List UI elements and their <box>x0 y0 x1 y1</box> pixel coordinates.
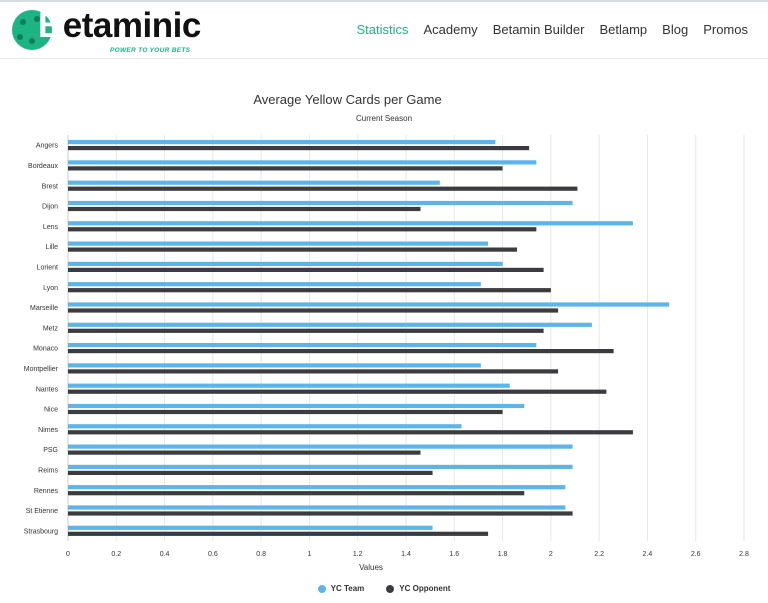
y-category-label: Lens <box>43 224 59 231</box>
bar-yc-opponent <box>68 146 530 151</box>
y-category-label: Nimes <box>38 427 58 434</box>
x-tick-label: 0 <box>66 551 70 558</box>
bar-yc-team <box>68 424 462 429</box>
bar-yc-opponent <box>68 247 518 252</box>
x-tick-label: 1.4 <box>401 551 411 558</box>
legend-swatch-yc-team <box>317 584 326 593</box>
y-category-label: Lyon <box>43 285 58 292</box>
x-tick-label: 0.8 <box>256 551 266 558</box>
bar-yc-team <box>68 505 566 510</box>
bar-yc-team <box>68 485 566 490</box>
nav-promos[interactable]: Promos <box>703 22 748 37</box>
legend-label-yc-team: YC Team <box>330 584 365 593</box>
x-tick-label: 2 <box>549 551 553 558</box>
bar-yc-opponent <box>68 470 433 475</box>
y-category-label: Reims <box>38 467 58 474</box>
bar-yc-team <box>68 444 573 449</box>
logo-wordmark: Betaminic <box>38 6 201 45</box>
bar-yc-team <box>68 383 510 388</box>
nav-blog[interactable]: Blog <box>662 22 689 37</box>
bar-yc-opponent <box>68 349 614 354</box>
x-tick-label: 0.2 <box>111 551 121 558</box>
site-header: Betaminic POWER TO YOUR BETS Statistics … <box>0 2 768 59</box>
bar-yc-opponent <box>68 531 489 536</box>
legend-swatch-yc-opponent <box>386 584 395 593</box>
x-tick-label: 2.6 <box>691 551 701 558</box>
y-category-label: Nice <box>44 407 58 414</box>
bar-yc-team <box>68 140 496 145</box>
logo-tagline: POWER TO YOUR BETS <box>110 47 191 54</box>
bar-yc-opponent <box>68 206 421 212</box>
y-category-label: St Etienne <box>26 508 58 515</box>
bar-yc-opponent <box>68 369 559 374</box>
bar-yc-team <box>68 282 481 287</box>
bar-yc-team <box>68 464 573 469</box>
x-axis-label: Values <box>359 563 383 572</box>
legend-label-yc-opponent: YC Opponent <box>399 584 451 593</box>
bar-yc-opponent <box>68 409 503 415</box>
bar-yc-team <box>68 343 537 348</box>
top-border <box>0 0 768 2</box>
y-category-label: Angers <box>36 143 59 150</box>
y-category-label: Montpellier <box>24 366 59 373</box>
bar-yc-opponent <box>68 511 573 516</box>
x-tick-label: 1.2 <box>353 551 363 558</box>
chart-subtitle: Current Season <box>355 114 413 123</box>
bar-yc-opponent <box>68 186 578 191</box>
y-category-label: PSG <box>43 447 58 454</box>
bar-yc-opponent <box>68 389 607 394</box>
bar-yc-team <box>68 363 481 368</box>
legend-item-yc-opponent[interactable]: YC Opponent <box>386 584 450 593</box>
bar-yc-opponent <box>68 328 544 333</box>
bar-yc-opponent <box>68 288 551 293</box>
bar-yc-opponent <box>68 166 503 171</box>
nav-academy[interactable]: Academy <box>423 22 478 37</box>
x-tick-label: 1 <box>307 551 311 558</box>
site-logo[interactable]: Betaminic POWER TO YOUR BETS <box>12 6 202 58</box>
x-tick-label: 2.2 <box>594 551 604 558</box>
nav-betlamp[interactable]: Betlamp <box>599 22 648 37</box>
bar-yc-team <box>68 302 670 307</box>
y-category-label: Bordeaux <box>28 163 58 170</box>
bar-yc-team <box>68 221 633 226</box>
main-nav: Statistics Academy Betamin Builder Betla… <box>356 22 748 37</box>
y-category-label: Metz <box>43 325 59 332</box>
bar-yc-opponent <box>68 430 633 435</box>
bar-yc-opponent <box>68 491 525 496</box>
y-category-label: Brest <box>42 183 58 190</box>
bar-yc-team <box>68 322 592 327</box>
x-tick-label: 2.4 <box>643 551 653 558</box>
nav-statistics[interactable]: Statistics <box>356 22 409 37</box>
x-tick-label: 0.4 <box>160 551 170 558</box>
bar-yc-opponent <box>68 267 544 272</box>
bar-yc-team <box>68 261 503 266</box>
bar-yc-opponent <box>68 308 559 313</box>
y-category-label: Dijon <box>42 204 58 211</box>
nav-betamin-builder[interactable]: Betamin Builder <box>492 22 585 37</box>
y-category-label: Marseille <box>30 305 58 312</box>
bar-yc-team <box>68 241 489 246</box>
x-tick-label: 1.6 <box>449 551 459 558</box>
chart-legend: YC Team YC Opponent <box>0 584 768 593</box>
bar-yc-team <box>68 180 440 185</box>
bar-yc-team <box>68 525 433 530</box>
y-category-label: Lorient <box>37 264 58 271</box>
bar-yc-opponent <box>68 227 537 232</box>
bar-yc-opponent <box>68 450 421 455</box>
bar-yc-team <box>68 160 537 165</box>
y-category-label: Strasbourg <box>24 528 58 535</box>
x-tick-label: 1.8 <box>498 551 508 558</box>
y-category-label: Nantes <box>36 386 59 393</box>
x-tick-label: 2.8 <box>739 551 749 558</box>
y-category-label: Lille <box>46 244 59 251</box>
x-tick-label: 0.6 <box>208 551 218 558</box>
y-category-label: Monaco <box>33 346 58 353</box>
soccer-ball-icon <box>12 10 52 50</box>
chart-title: Average Yellow Cards per Game <box>253 92 442 107</box>
legend-item-yc-team[interactable]: YC Team <box>317 584 365 593</box>
y-category-label: Rennes <box>34 488 59 495</box>
bar-yc-team <box>68 200 573 206</box>
bar-yc-team <box>68 403 525 409</box>
